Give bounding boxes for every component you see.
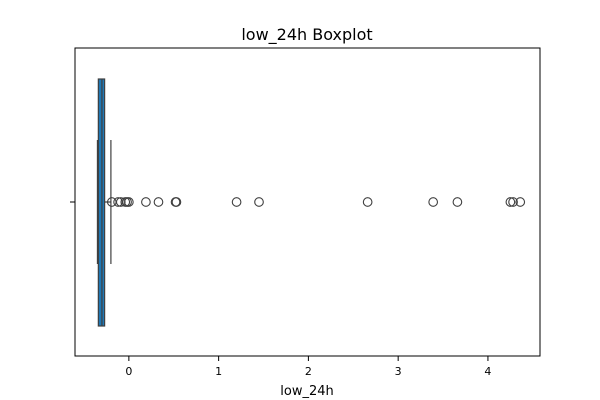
x-tick-label: 0 [125, 365, 132, 378]
x-tick-label: 4 [484, 365, 491, 378]
x-axis-label: low_24h [280, 384, 333, 399]
x-tick-label: 1 [215, 365, 222, 378]
x-tick-label: 2 [305, 365, 312, 378]
x-tick-label: 3 [395, 365, 402, 378]
chart-title: low_24h Boxplot [241, 25, 372, 45]
